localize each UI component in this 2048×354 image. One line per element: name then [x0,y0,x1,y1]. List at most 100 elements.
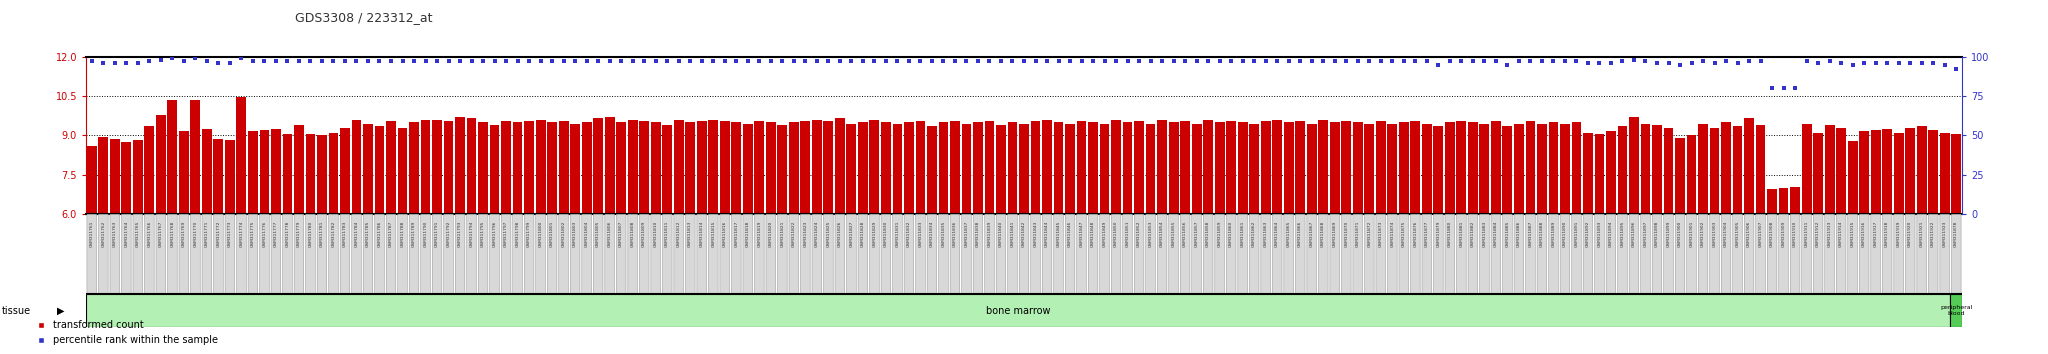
Point [537,58,569,64]
Text: GSM311910: GSM311910 [1794,221,1796,247]
Point [731,58,764,64]
FancyBboxPatch shape [1204,214,1212,294]
FancyBboxPatch shape [362,214,373,294]
Text: GSM311871: GSM311871 [1356,221,1360,247]
Text: GSM311891: GSM311891 [1575,221,1579,247]
FancyBboxPatch shape [1364,214,1374,294]
FancyBboxPatch shape [870,214,879,294]
Bar [928,126,936,214]
FancyBboxPatch shape [317,214,328,294]
FancyBboxPatch shape [1860,214,1870,294]
Bar [893,124,903,214]
Point [1169,58,1202,64]
Text: GSM311836: GSM311836 [952,221,956,247]
Bar [1065,124,1075,214]
FancyBboxPatch shape [111,214,119,294]
Bar [686,122,694,214]
Text: GSM311904: GSM311904 [1724,221,1729,247]
Text: GSM311811: GSM311811 [666,221,670,247]
FancyBboxPatch shape [1329,214,1339,294]
FancyBboxPatch shape [537,214,545,294]
Bar [1376,121,1386,214]
FancyBboxPatch shape [1042,214,1053,294]
Point [1214,58,1247,64]
Bar [1640,124,1651,214]
FancyBboxPatch shape [754,214,764,294]
Bar [881,122,891,214]
Text: GSM311857: GSM311857 [1194,221,1198,247]
FancyBboxPatch shape [639,214,649,294]
Bar [1882,129,1892,214]
FancyBboxPatch shape [1837,214,1845,294]
FancyBboxPatch shape [1847,214,1858,294]
Bar [662,125,672,214]
FancyBboxPatch shape [1640,214,1651,294]
Point [1595,60,1628,66]
Bar [1847,141,1858,214]
Bar [1204,120,1212,214]
Point [858,58,891,64]
Bar [858,122,868,214]
Text: GSM311815: GSM311815 [711,221,715,247]
FancyBboxPatch shape [1065,214,1075,294]
Text: GSM311801: GSM311801 [551,221,555,247]
Bar [963,124,971,214]
Point [524,58,557,64]
Point [1135,58,1167,64]
Text: GSM311875: GSM311875 [1401,221,1405,247]
Bar [1929,130,1937,214]
Text: GSM311892: GSM311892 [1585,221,1589,247]
Text: GSM311906: GSM311906 [1747,221,1751,247]
FancyBboxPatch shape [283,214,293,294]
Bar [283,134,293,214]
Text: GSM311767: GSM311767 [160,221,164,247]
Bar [295,125,303,214]
FancyBboxPatch shape [1790,214,1800,294]
Text: GSM311845: GSM311845 [1057,221,1061,247]
Text: GSM311840: GSM311840 [999,221,1004,247]
Point [963,58,995,64]
Text: GSM311843: GSM311843 [1034,221,1038,247]
Bar [1192,124,1202,214]
Bar [1548,122,1559,214]
Bar [731,122,741,214]
Bar [512,122,522,214]
Point [801,58,834,64]
Text: GSM311772: GSM311772 [217,221,221,247]
FancyBboxPatch shape [651,214,662,294]
FancyBboxPatch shape [1227,214,1237,294]
Text: GSM311798: GSM311798 [516,221,520,247]
Bar [639,121,649,214]
FancyBboxPatch shape [950,214,961,294]
Point [225,55,258,61]
FancyBboxPatch shape [1688,214,1696,294]
Bar [915,121,926,214]
FancyBboxPatch shape [1249,214,1260,294]
Bar [178,131,188,214]
Bar [260,130,268,214]
FancyBboxPatch shape [1538,214,1546,294]
Text: GSM311818: GSM311818 [745,221,750,247]
Bar [203,129,211,214]
Bar [1157,120,1167,214]
Point [1087,58,1120,64]
Text: GSM311919: GSM311919 [1896,221,1901,247]
FancyBboxPatch shape [1468,214,1479,294]
Point [1767,85,1800,91]
Bar [190,100,201,214]
Text: GSM311761: GSM311761 [90,221,94,247]
Bar [1329,122,1339,214]
Bar [696,121,707,214]
FancyBboxPatch shape [963,214,971,294]
Point [662,58,694,64]
FancyBboxPatch shape [696,214,707,294]
Text: GSM311893: GSM311893 [1597,221,1602,247]
Text: GSM311868: GSM311868 [1321,221,1325,247]
Point [1284,58,1317,64]
FancyBboxPatch shape [121,214,131,294]
Text: GSM311850: GSM311850 [1114,221,1118,247]
Text: GSM311912: GSM311912 [1817,221,1821,247]
Bar [270,129,281,214]
Point [260,58,293,64]
FancyBboxPatch shape [432,214,442,294]
